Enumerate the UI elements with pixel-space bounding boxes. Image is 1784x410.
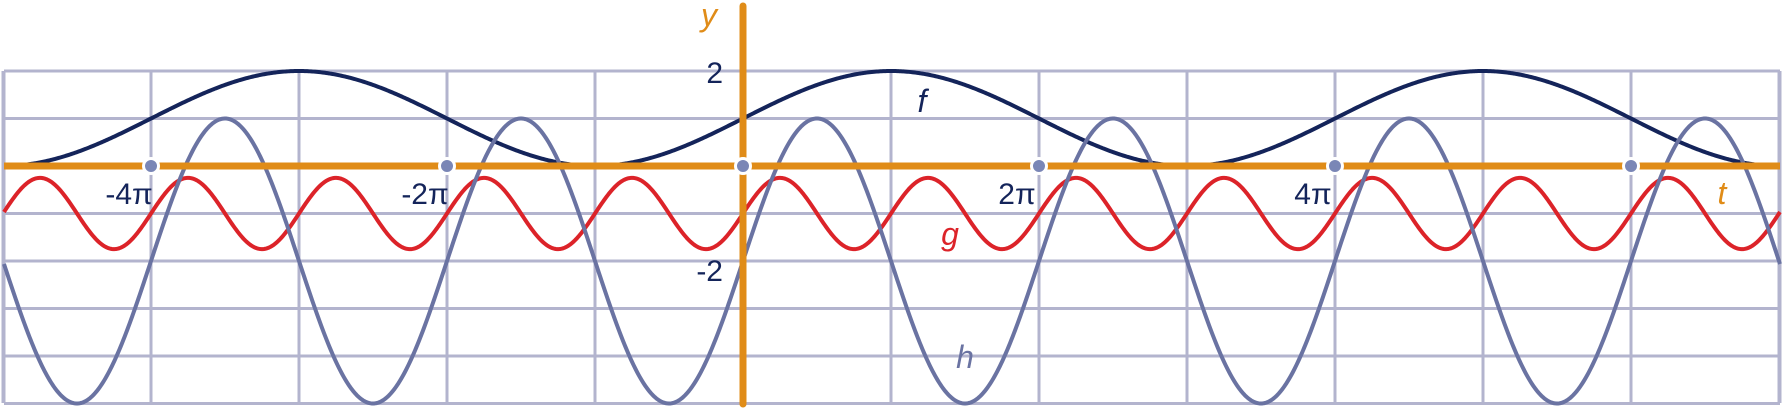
axis-dot-marker [142, 157, 161, 175]
x-tick-label: 4π [1294, 178, 1331, 211]
grid [1, 69, 1782, 405]
x-tick-label: 2π [998, 178, 1035, 211]
series-line-h [2, 116, 1782, 406]
series-line-f [3, 69, 1781, 168]
axis-dot-marker [438, 157, 457, 175]
series-label-h: h [956, 339, 974, 375]
axis-markers [142, 157, 1641, 175]
y-tick-label: 2 [706, 57, 723, 90]
series-layer [2, 69, 1782, 406]
series-label-g: g [941, 216, 959, 252]
x-axis-label: t [1718, 175, 1728, 211]
series-line-g [2, 175, 1782, 252]
y-tick-label: -2 [696, 255, 723, 288]
axis-dot-marker [1325, 157, 1344, 175]
axes [4, 2, 1780, 408]
y-axis-label: y [699, 0, 719, 33]
axis-dot-marker [1029, 157, 1048, 175]
series-label-f: f [918, 83, 930, 119]
labels: -4π -2π 2π 4π 2 -2 y t f g h [105, 0, 1727, 375]
axis-dot-marker [1622, 157, 1641, 175]
x-tick-label: -2π [401, 178, 448, 211]
x-tick-label: -4π [105, 178, 152, 211]
axis-dot-marker [734, 157, 752, 175]
